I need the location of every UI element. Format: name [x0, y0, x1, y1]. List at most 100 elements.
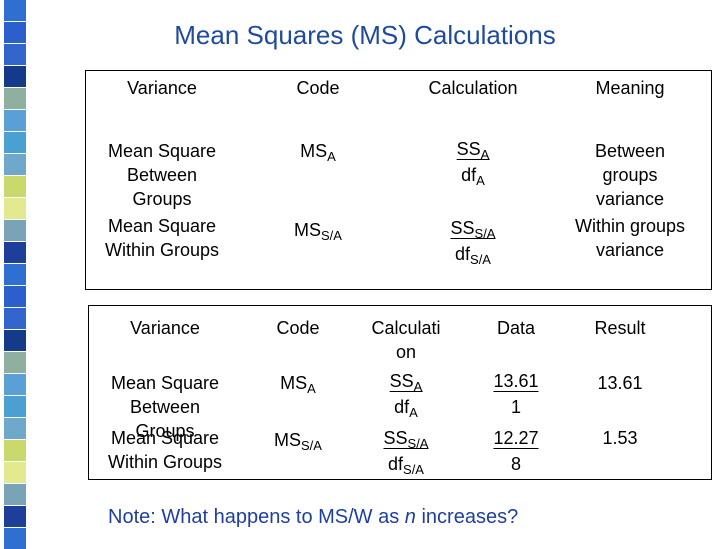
numerator-main: SS	[450, 218, 475, 238]
fraction-numerator: SSA	[456, 139, 490, 161]
numerator-subscript: S/A	[474, 226, 496, 241]
variance-cell: Mean Square	[107, 141, 217, 161]
code-subscript: S/A	[321, 228, 342, 243]
denominator: dfA	[461, 165, 485, 188]
denominator-main: df	[461, 165, 477, 185]
meaning-cell: variance	[595, 189, 665, 209]
code: MSS/A	[294, 220, 342, 243]
numerator-main: SS	[456, 139, 481, 159]
variance-cell: Within Groups	[107, 452, 223, 472]
slide-title: Mean Squares (MS) Calculations	[174, 20, 556, 50]
stripe-square	[4, 396, 26, 417]
fraction-denominator: 1	[511, 395, 521, 419]
column-header: Calculati	[371, 318, 441, 338]
column-header: Variance	[127, 78, 197, 98]
denominator: 1	[510, 397, 522, 417]
note-emphasis: n	[404, 506, 416, 528]
stripe-square	[4, 132, 26, 153]
stripe-square	[4, 330, 26, 351]
fraction-numerator: SSA	[389, 371, 423, 394]
code-cell: MSS/A	[274, 428, 322, 452]
denominator-subscript: S/A	[470, 252, 491, 267]
stripe-square	[4, 220, 26, 241]
stripe-square	[4, 22, 26, 43]
result-cell: 1.53	[602, 428, 638, 448]
denominator-main: df	[394, 397, 410, 417]
fraction-denominator: 8	[511, 452, 521, 476]
numerator: SSA	[389, 371, 423, 394]
stripe-square	[4, 374, 26, 395]
note-text: Note: What happens to MS/W as	[108, 506, 405, 528]
code-cell: MSA	[300, 139, 336, 163]
note: Note: What happens to MS/W as n increase…	[108, 504, 518, 530]
denominator-main: df	[388, 454, 404, 474]
denominator-subscript: S/A	[403, 462, 424, 477]
variance-cell: Groups	[132, 189, 192, 209]
variance-cell: Mean Square	[107, 216, 217, 236]
fraction-numerator: 13.61	[493, 371, 539, 392]
meaning-cell: Within groups	[574, 216, 686, 236]
stripe-square	[4, 154, 26, 175]
numerator-subscript: S/A	[407, 436, 429, 451]
code-main: MS	[300, 141, 328, 161]
fraction-denominator: dfS/A	[455, 242, 491, 266]
stripe-square	[4, 286, 26, 307]
stripe-square	[4, 440, 26, 461]
stripe-square	[4, 44, 26, 65]
table-border	[88, 305, 712, 480]
fraction-numerator: SSS/A	[383, 428, 429, 451]
stripe-square	[4, 506, 26, 527]
stripe-square	[4, 110, 26, 131]
stripe-square	[4, 88, 26, 109]
code-main: MS	[280, 373, 308, 393]
result-cell: 13.61	[597, 373, 643, 393]
denominator: dfS/A	[388, 454, 424, 477]
code-subscript: A	[327, 149, 336, 164]
fraction-denominator: dfA	[461, 163, 485, 187]
stripe-square	[4, 418, 26, 439]
stripe-square	[4, 0, 26, 21]
stripe-square	[4, 198, 26, 219]
numerator: SSS/A	[384, 428, 429, 451]
meaning-cell: variance	[595, 240, 665, 260]
variance-cell: Between	[129, 397, 201, 417]
variance-cell: Mean Square	[110, 373, 220, 393]
code: MSA	[280, 373, 316, 395]
code: MSS/A	[274, 430, 322, 453]
column-header: Variance	[130, 318, 200, 338]
meaning-cell: Between	[594, 141, 666, 161]
fraction-numerator: SSS/A	[450, 218, 496, 241]
numerator: SSA	[456, 139, 490, 161]
stripe-square	[4, 484, 26, 505]
column-header: on	[395, 342, 417, 362]
stripe-square	[4, 528, 26, 549]
numerator-subscript: A	[413, 379, 423, 394]
numerator: SSS/A	[450, 218, 496, 241]
denominator: dfS/A	[455, 244, 491, 267]
table-border	[85, 70, 712, 290]
code-cell: MSA	[280, 371, 316, 395]
column-header: Calculation	[428, 78, 518, 98]
column-header: Code	[296, 78, 340, 98]
denominator-main: df	[455, 244, 471, 264]
fraction-denominator: dfA	[394, 395, 418, 419]
column-header: Data	[496, 318, 536, 338]
stripe-square	[4, 264, 26, 285]
code-cell: MSS/A	[294, 218, 342, 242]
code: MSA	[300, 141, 336, 164]
denominator: dfA	[394, 397, 418, 419]
numerator-main: SS	[389, 371, 414, 391]
note-text: increases?	[415, 506, 519, 528]
denominator-subscript: A	[476, 173, 485, 188]
fraction-numerator: 12.27	[493, 428, 539, 449]
stripe-square	[4, 352, 26, 373]
meaning-cell: groups	[602, 165, 658, 185]
code-main: MS	[274, 430, 302, 450]
variance-cell: Between	[126, 165, 198, 185]
code-subscript: S/A	[301, 438, 322, 453]
fraction-denominator: dfS/A	[388, 452, 424, 476]
variance-cell: Groups	[135, 421, 195, 441]
stripe-square	[4, 66, 26, 87]
column-header: Meaning	[595, 78, 665, 98]
